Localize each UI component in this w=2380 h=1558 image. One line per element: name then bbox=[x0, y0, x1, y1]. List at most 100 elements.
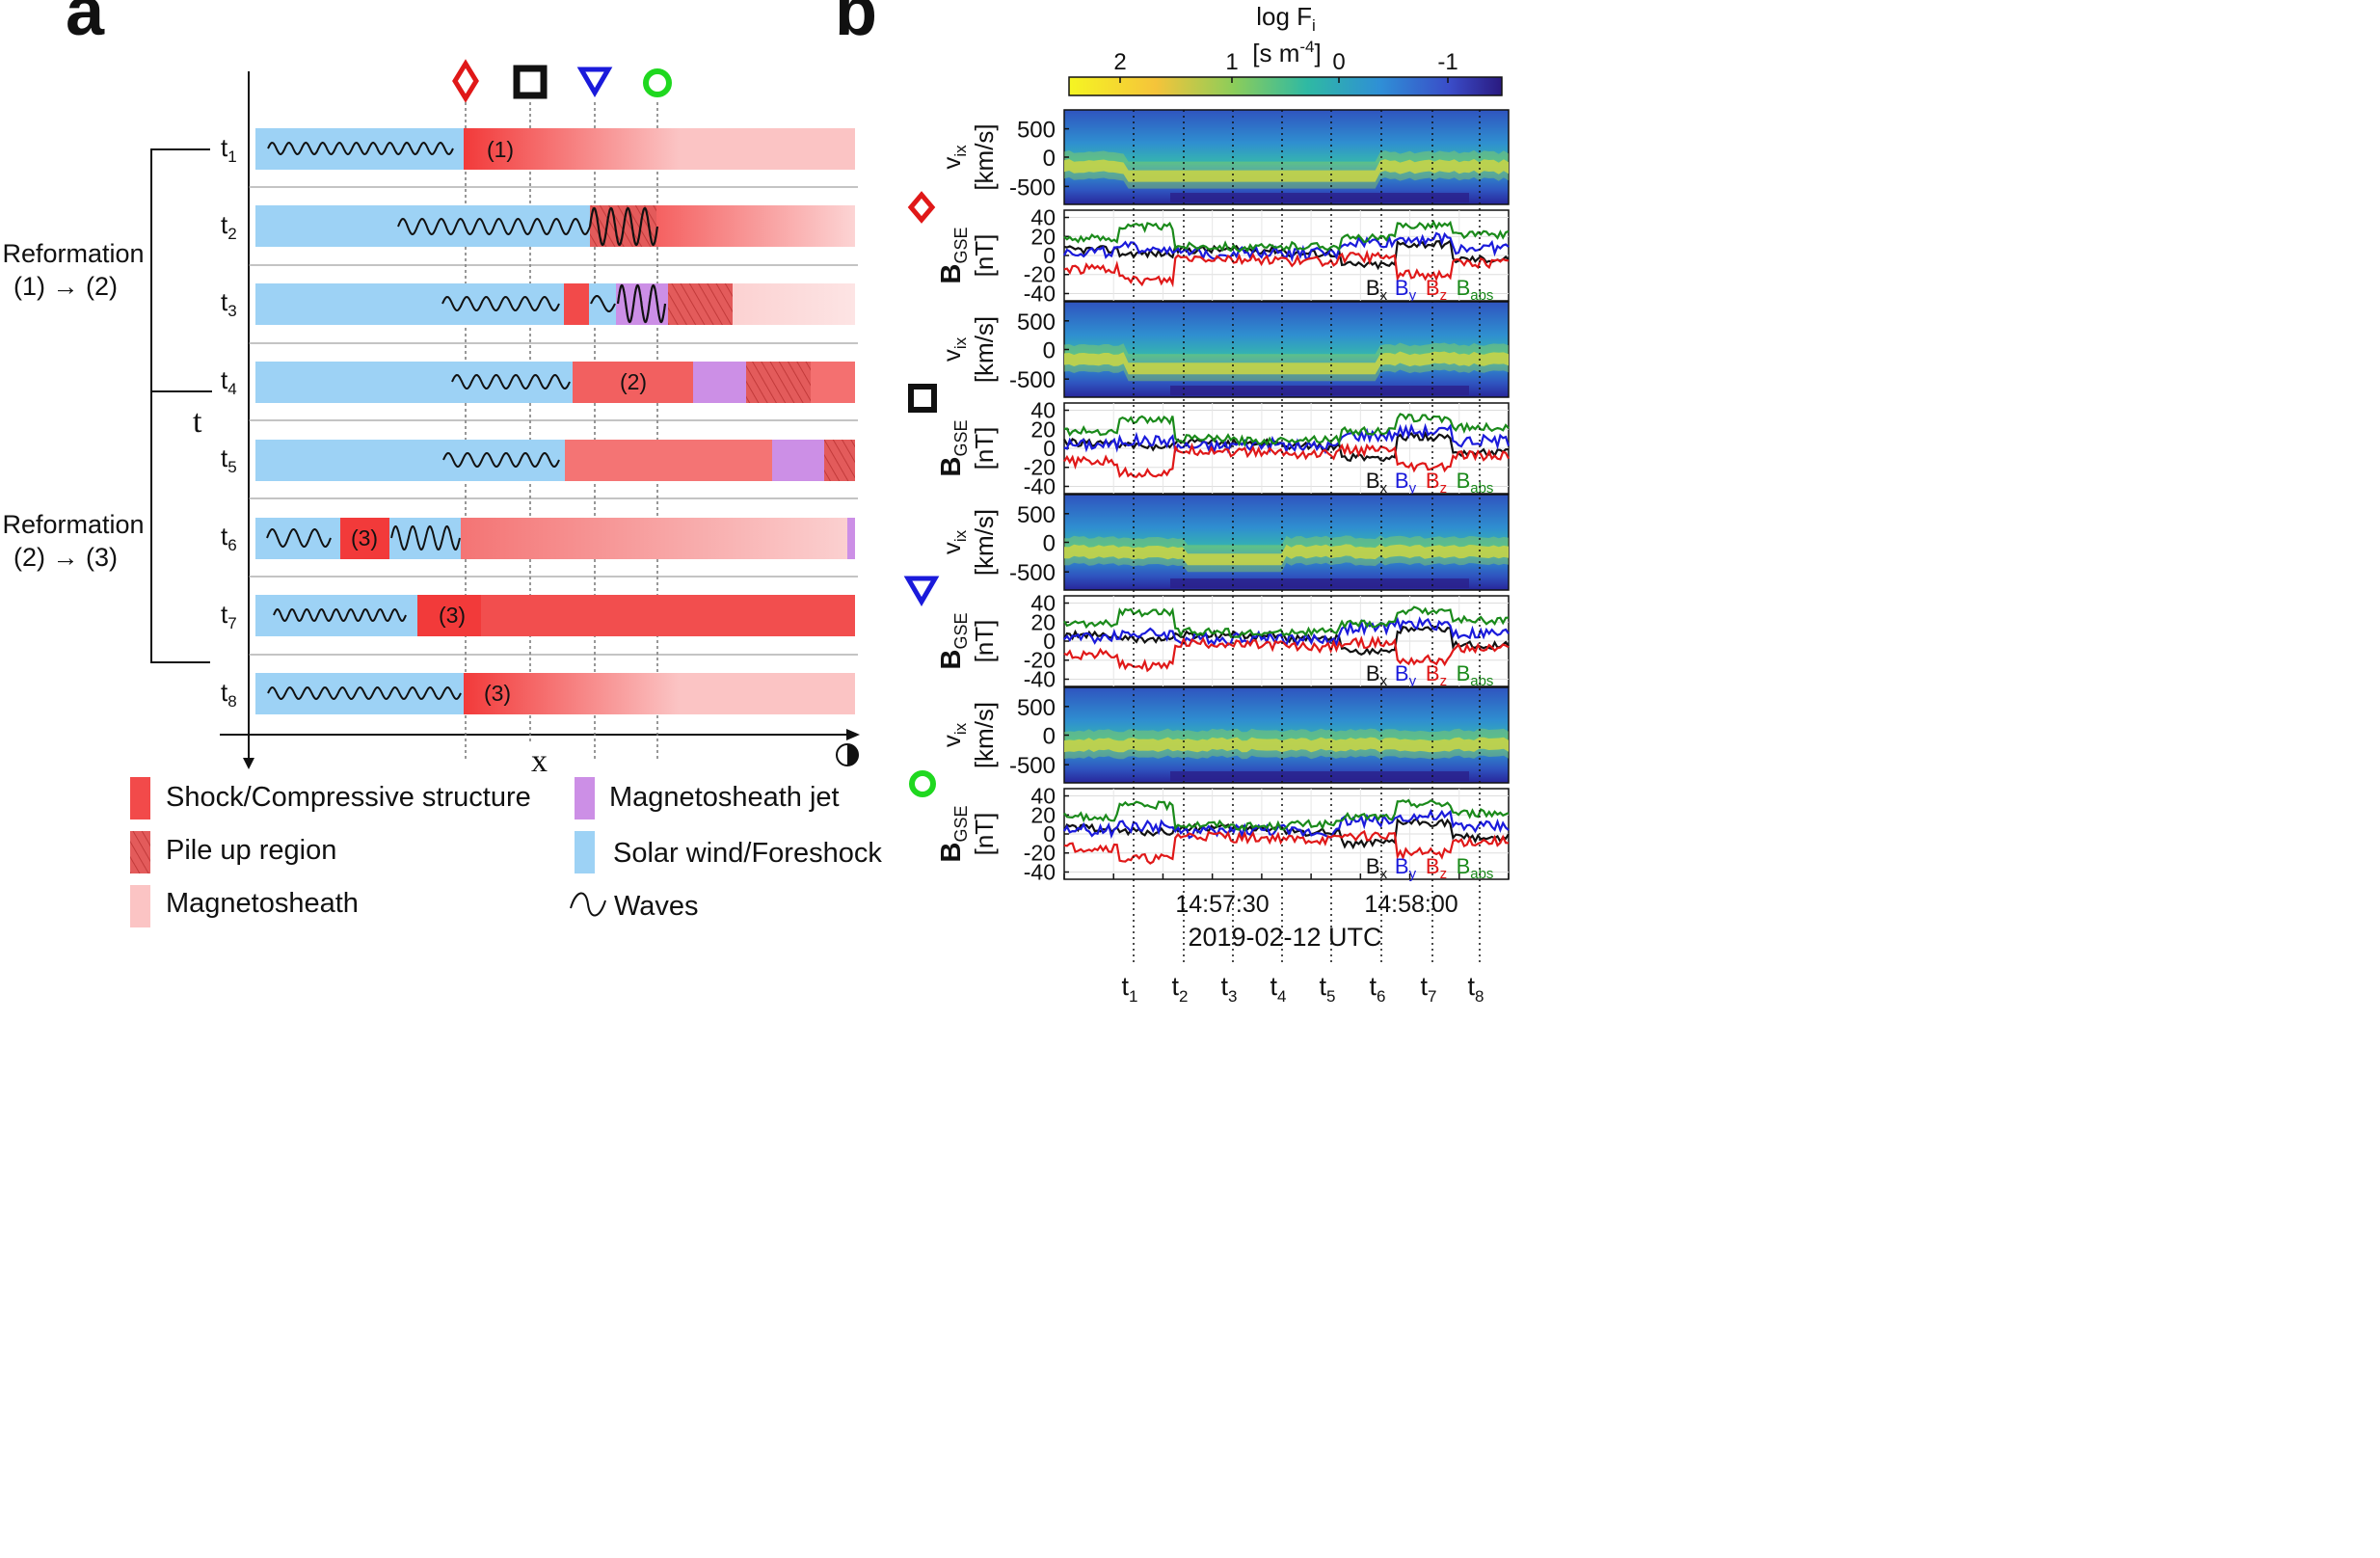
b-tick: 40 bbox=[1030, 591, 1056, 616]
reformation-sub-1: (1) → (2) bbox=[13, 272, 118, 301]
t-marker-label: t6 bbox=[1370, 972, 1386, 1006]
planet-icon bbox=[836, 743, 859, 766]
spectrogram-halo bbox=[1064, 342, 1509, 382]
b-tick: 20 bbox=[1030, 224, 1056, 249]
sheath-region bbox=[811, 362, 855, 403]
jet-region bbox=[772, 440, 824, 481]
sheath-region bbox=[565, 440, 773, 481]
panel-b-label: b bbox=[835, 0, 877, 50]
shock-sheath-region bbox=[464, 128, 855, 170]
legend-jet-swatch bbox=[575, 777, 595, 819]
legend-solarwind-label: Solar wind/Foreshock bbox=[613, 838, 882, 869]
row-t6: (3) bbox=[255, 518, 855, 559]
spectrogram-halo bbox=[1064, 149, 1509, 189]
vix-tick: -500 bbox=[1009, 367, 1056, 393]
vix-tick: 0 bbox=[1043, 724, 1056, 750]
b-tick: 0 bbox=[1043, 821, 1056, 846]
marker-guides bbox=[465, 102, 658, 762]
solarwind-region bbox=[255, 440, 567, 481]
vix-tick: -500 bbox=[1009, 560, 1056, 586]
b-tick: -20 bbox=[1024, 262, 1056, 287]
vix-label: vix bbox=[937, 336, 970, 362]
b-curve-bz bbox=[1063, 829, 1510, 865]
shock-region bbox=[573, 362, 694, 403]
vix-unit: [km/s] bbox=[970, 123, 999, 190]
b-tick: -40 bbox=[1024, 473, 1056, 498]
shock-region bbox=[340, 518, 389, 559]
spectrogram-dark-band bbox=[1170, 386, 1469, 395]
solarwind-region bbox=[255, 362, 575, 403]
panel-a-label: a bbox=[66, 0, 105, 50]
vix-unit: [km/s] bbox=[970, 702, 999, 768]
time-tick-1: 14:57:30 bbox=[1175, 891, 1269, 918]
b-tick: 0 bbox=[1043, 629, 1056, 654]
t-marker-label: t8 bbox=[1468, 972, 1484, 1006]
pileup-region bbox=[746, 362, 811, 403]
legend-wave-label: Waves bbox=[614, 891, 699, 922]
legend-sheath-swatch bbox=[130, 885, 150, 927]
b-curve-babs bbox=[1063, 798, 1510, 832]
shock-sheath-region bbox=[464, 673, 855, 714]
t-marker-label: t3 bbox=[1221, 972, 1238, 1006]
b-unit: [nT] bbox=[970, 427, 999, 470]
b-unit: [nT] bbox=[970, 620, 999, 663]
colorbar: log Fi [s m-4] 2 1 0 -1 bbox=[1068, 2, 1503, 96]
x-axis-label: x bbox=[531, 743, 548, 779]
b-curve-bz bbox=[1063, 635, 1510, 673]
time-label-t4: t4 bbox=[221, 365, 237, 398]
spectrogram-core bbox=[1064, 351, 1509, 375]
legend-pileup-label: Pile up region bbox=[166, 835, 336, 866]
jet-region bbox=[847, 518, 855, 559]
spectrogram-dark-band bbox=[1170, 771, 1469, 781]
b-label: BGSE bbox=[936, 420, 971, 477]
time-label-t8: t8 bbox=[221, 678, 237, 711]
b-tick: 20 bbox=[1030, 802, 1056, 827]
row-t3 bbox=[255, 283, 855, 325]
reformation-label-2: Reformation bbox=[2, 510, 144, 539]
row-t5 bbox=[255, 440, 855, 481]
colorbar-tick-m1: -1 bbox=[1437, 49, 1457, 75]
spectrogram-panel bbox=[1063, 109, 1510, 205]
structure-label-3: (3) bbox=[351, 525, 378, 551]
b-tick: 0 bbox=[1043, 243, 1056, 268]
b-unit: [nT] bbox=[970, 813, 999, 856]
t-axis-label: t bbox=[193, 404, 202, 440]
solarwind-region bbox=[255, 283, 566, 325]
b-label: BGSE bbox=[936, 613, 971, 670]
vix-unit: [km/s] bbox=[970, 316, 999, 383]
legend-jet-label: Magnetosheath jet bbox=[609, 782, 840, 813]
spectrogram-halo bbox=[1064, 535, 1509, 573]
b-curve-bx bbox=[1063, 625, 1510, 657]
triangle-marker-icon bbox=[576, 67, 613, 97]
b-tick: 20 bbox=[1030, 609, 1056, 634]
marker-symbols bbox=[452, 59, 672, 103]
vix-tick: 500 bbox=[1017, 502, 1056, 528]
b-tick: 40 bbox=[1030, 205, 1056, 230]
legend-pileup-swatch bbox=[130, 831, 150, 873]
spectrogram-dark-band bbox=[1170, 578, 1469, 588]
square-marker-icon bbox=[513, 65, 548, 99]
t-marker-label: t4 bbox=[1270, 972, 1287, 1006]
colorbar-gradient bbox=[1068, 76, 1503, 96]
structure-label-3c: (3) bbox=[484, 681, 511, 706]
pileup-region bbox=[824, 440, 855, 481]
time-label-t5: t5 bbox=[221, 443, 237, 476]
spectrogram-panel bbox=[1063, 494, 1510, 591]
time-label-t7: t7 bbox=[221, 600, 237, 632]
legend: Shock/Compressive structure Pile up regi… bbox=[130, 777, 882, 927]
side-diamond-icon bbox=[907, 191, 936, 224]
colorbar-tick-2: 2 bbox=[1113, 49, 1126, 75]
b-curve-babs bbox=[1063, 413, 1510, 448]
jet-region bbox=[693, 362, 746, 403]
vix-label: vix bbox=[937, 529, 970, 554]
t-marker-label: t7 bbox=[1421, 972, 1437, 1006]
vix-tick: 500 bbox=[1017, 309, 1056, 336]
t-marker-label: t1 bbox=[1122, 972, 1138, 1006]
colorbar-tick-0: 0 bbox=[1332, 49, 1345, 75]
time-label-t2: t2 bbox=[221, 210, 237, 243]
wave-small bbox=[590, 295, 616, 312]
t-marker-label: t5 bbox=[1320, 972, 1336, 1006]
b-tick: -40 bbox=[1024, 859, 1056, 884]
